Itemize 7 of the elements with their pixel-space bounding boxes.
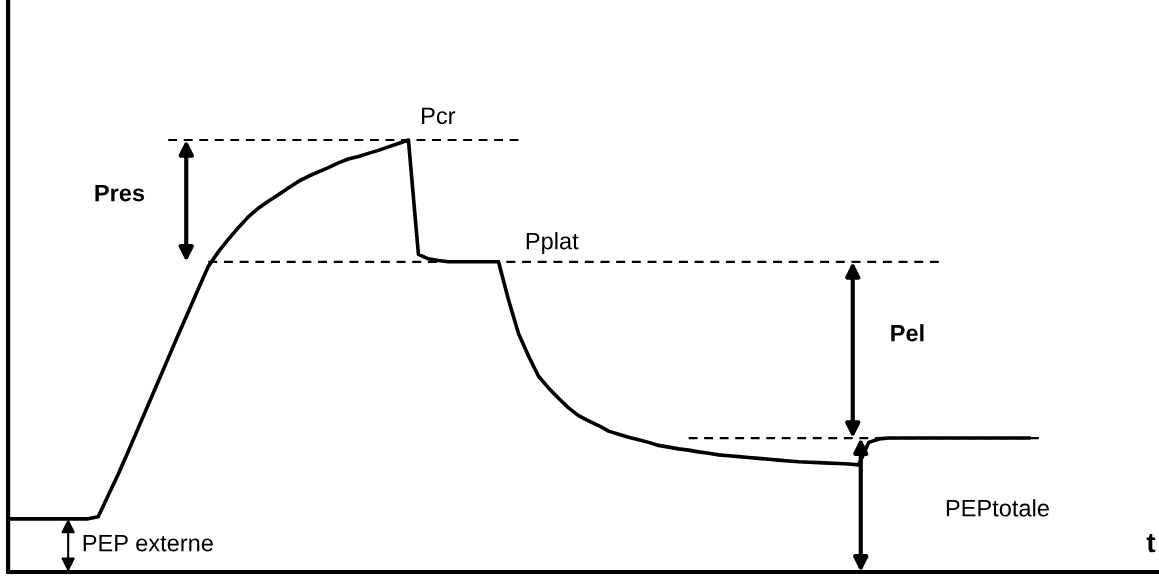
text: Pcr	[422, 107, 456, 125]
annotation: PEPtotale	[946, 499, 1049, 517]
annotation: Pres	[95, 184, 145, 202]
x-axis-title: t	[1146, 533, 1156, 553]
annotation: PEP externe	[83, 534, 213, 552]
annotation: Pplat	[526, 232, 579, 255]
annotation: Pel	[891, 324, 924, 342]
